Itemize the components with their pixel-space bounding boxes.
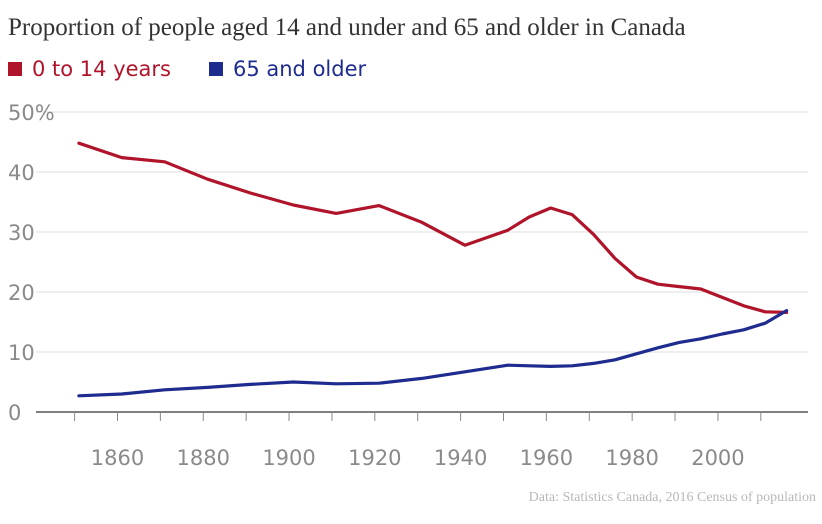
y-tick-label: 50% [8, 101, 55, 125]
legend-item-0-to-14: 0 to 14 years [8, 57, 171, 81]
y-tick-label: 0 [8, 401, 21, 425]
y-tick-label: 40 [8, 161, 35, 185]
y-tick-label: 30 [8, 221, 35, 245]
legend: 0 to 14 years 65 and older [8, 54, 404, 84]
x-tick-label: 1940 [434, 446, 487, 470]
legend-swatch-65-older [208, 62, 223, 76]
series-line-65-older [77, 309, 789, 398]
legend-label-0-to-14: 0 to 14 years [32, 57, 171, 81]
y-tick-label: 10 [8, 341, 35, 365]
series-line-0-to-14 [77, 141, 789, 314]
x-axis: 1860 1880 1900 1920 1940 1960 1980 2000 [36, 411, 808, 470]
x-tick-label: 1880 [177, 446, 230, 470]
chart-title: Proportion of people aged 14 and under a… [8, 14, 686, 41]
legend-label-65-older: 65 and older [232, 57, 367, 81]
x-tick-label: 1960 [520, 446, 573, 470]
series-lines [77, 141, 789, 398]
source-note: Data: Statistics Canada, 2016 Census of … [528, 490, 816, 505]
y-axis-tick-labels: 0 10 20 30 40 50% [8, 101, 55, 425]
x-tick-label: 2000 [691, 446, 744, 470]
legend-item-65-older: 65 and older [208, 57, 367, 81]
gridlines [36, 111, 808, 353]
x-tick-label: 1920 [348, 446, 401, 470]
x-tick-label: 1860 [91, 446, 144, 470]
y-tick-label: 20 [8, 281, 35, 305]
x-tick-label: 1900 [262, 446, 315, 470]
x-tick-label: 1980 [605, 446, 658, 470]
legend-swatch-0-to-14 [8, 62, 22, 76]
